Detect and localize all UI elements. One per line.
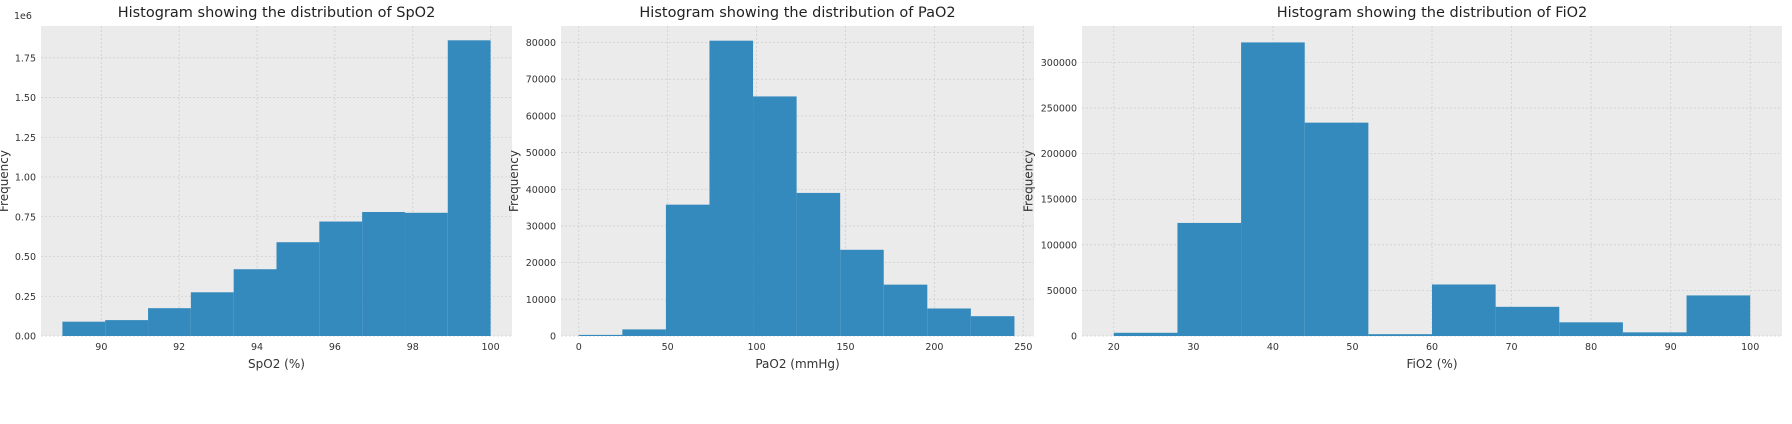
x-tick-label: 80 bbox=[1585, 342, 1597, 353]
y-tick-label: 0.00 bbox=[15, 332, 36, 343]
x-tick-label: 90 bbox=[1665, 342, 1677, 353]
chart-title: Histogram showing the distribution of Sp… bbox=[118, 5, 436, 21]
histogram-bar bbox=[319, 221, 363, 336]
histogram-bar bbox=[233, 269, 277, 336]
x-tick-label: 150 bbox=[836, 342, 854, 353]
y-axis-label: Frequency bbox=[0, 150, 11, 212]
x-tick-label: 94 bbox=[251, 342, 263, 353]
histogram-bar bbox=[1241, 42, 1305, 336]
histogram-bar bbox=[404, 212, 448, 336]
y-tick-label: 1.50 bbox=[15, 93, 36, 104]
y-tick-label: 40000 bbox=[526, 185, 556, 196]
y-tick-label: 70000 bbox=[526, 75, 556, 86]
y-tick-label: 50000 bbox=[1047, 286, 1077, 297]
x-tick-label: 100 bbox=[482, 342, 500, 353]
x-tick-label: 200 bbox=[925, 342, 943, 353]
x-tick-label: 250 bbox=[1014, 342, 1032, 353]
x-tick-label: 50 bbox=[662, 342, 674, 353]
histogram-bar bbox=[622, 329, 666, 336]
chart-panel-2: 0 50 100 150 200 250 0 10000 20000 30000 40000 5000… bbox=[507, 5, 1034, 371]
y-tick-label: 1.75 bbox=[15, 53, 36, 64]
y-tick-label: 150000 bbox=[1041, 195, 1077, 206]
y-tick-label: 0 bbox=[1071, 332, 1077, 343]
chart-title: Histogram showing the distribution of Fi… bbox=[1277, 5, 1588, 21]
x-tick-label: 60 bbox=[1426, 342, 1438, 353]
histogram-bar bbox=[1177, 222, 1242, 336]
x-tick-label: 30 bbox=[1187, 342, 1199, 353]
histogram-bar bbox=[1622, 332, 1687, 336]
y-tick-label: 50000 bbox=[526, 148, 556, 159]
histogram-bar bbox=[1304, 122, 1369, 336]
y-tick-label: 10000 bbox=[526, 295, 556, 306]
histogram-bar bbox=[190, 292, 234, 336]
chart-panel-1: 90 92 94 96 98 100 0.00 0.25 0.50 0.75 1.00 1.25 1.5… bbox=[0, 5, 512, 371]
x-tick-label: 96 bbox=[329, 342, 341, 353]
histogram-bar bbox=[709, 40, 754, 336]
x-axis-label: PaO2 (mmHg) bbox=[755, 357, 839, 371]
histogram-bar bbox=[1432, 284, 1496, 336]
histogram-bar bbox=[447, 40, 491, 337]
histogram-bar bbox=[883, 284, 928, 336]
y-tick-label: 30000 bbox=[526, 221, 556, 232]
x-tick-label: 0 bbox=[576, 342, 582, 353]
x-axis-label: SpO2 (%) bbox=[248, 357, 305, 371]
x-tick-label: 98 bbox=[407, 342, 419, 353]
histogram-bar bbox=[1368, 334, 1432, 336]
y-offset-label: 1e6 bbox=[14, 11, 32, 22]
histogram-bar bbox=[62, 321, 106, 336]
y-tick-label: 0.75 bbox=[15, 212, 36, 223]
histogram-bar bbox=[796, 192, 841, 336]
chart-panel-3: 20 30 40 50 60 70 80 90 100 0 50000 100000 150000 200… bbox=[1022, 5, 1782, 371]
histogram-bar bbox=[970, 316, 1015, 336]
x-tick-label: 100 bbox=[748, 342, 766, 353]
histogram-bar bbox=[362, 212, 405, 336]
histogram-bar bbox=[1686, 295, 1751, 336]
y-axis-label: Frequency bbox=[507, 150, 521, 212]
y-tick-label: 100000 bbox=[1041, 240, 1077, 251]
histogram-bar bbox=[276, 242, 320, 336]
y-tick-label: 60000 bbox=[526, 111, 556, 122]
y-tick-label: 1.00 bbox=[15, 173, 36, 184]
y-tick-label: 300000 bbox=[1041, 58, 1077, 69]
y-tick-label: 0.25 bbox=[15, 292, 36, 303]
histogram-bar bbox=[753, 96, 797, 336]
y-tick-label: 250000 bbox=[1041, 104, 1077, 115]
histogram-bar bbox=[1113, 332, 1178, 336]
y-tick-label: 200000 bbox=[1041, 149, 1077, 160]
chart-title: Histogram showing the distribution of Pa… bbox=[639, 5, 955, 21]
histogram-bar bbox=[148, 308, 191, 336]
histogram-bar bbox=[840, 249, 884, 336]
x-tick-label: 70 bbox=[1505, 342, 1517, 353]
x-tick-label: 40 bbox=[1267, 342, 1279, 353]
histogram-bar bbox=[1559, 322, 1623, 336]
x-tick-label: 20 bbox=[1108, 342, 1120, 353]
y-tick-label: 0 bbox=[550, 332, 556, 343]
histogram-bar bbox=[578, 334, 623, 336]
x-tick-label: 50 bbox=[1346, 342, 1358, 353]
x-tick-label: 92 bbox=[173, 342, 185, 353]
y-axis-label: Frequency bbox=[1022, 150, 1036, 212]
y-tick-label: 1.25 bbox=[15, 133, 36, 144]
histogram-bar bbox=[665, 204, 710, 336]
histogram-bar bbox=[927, 308, 971, 336]
histogram-bar bbox=[1495, 306, 1560, 336]
histogram-bar bbox=[105, 320, 149, 336]
x-tick-label: 90 bbox=[95, 342, 107, 353]
x-axis-label: FiO2 (%) bbox=[1406, 357, 1457, 371]
y-tick-label: 20000 bbox=[526, 258, 556, 269]
x-tick-label: 100 bbox=[1741, 342, 1759, 353]
y-tick-label: 0.50 bbox=[15, 252, 36, 263]
y-tick-label: 80000 bbox=[526, 38, 556, 49]
